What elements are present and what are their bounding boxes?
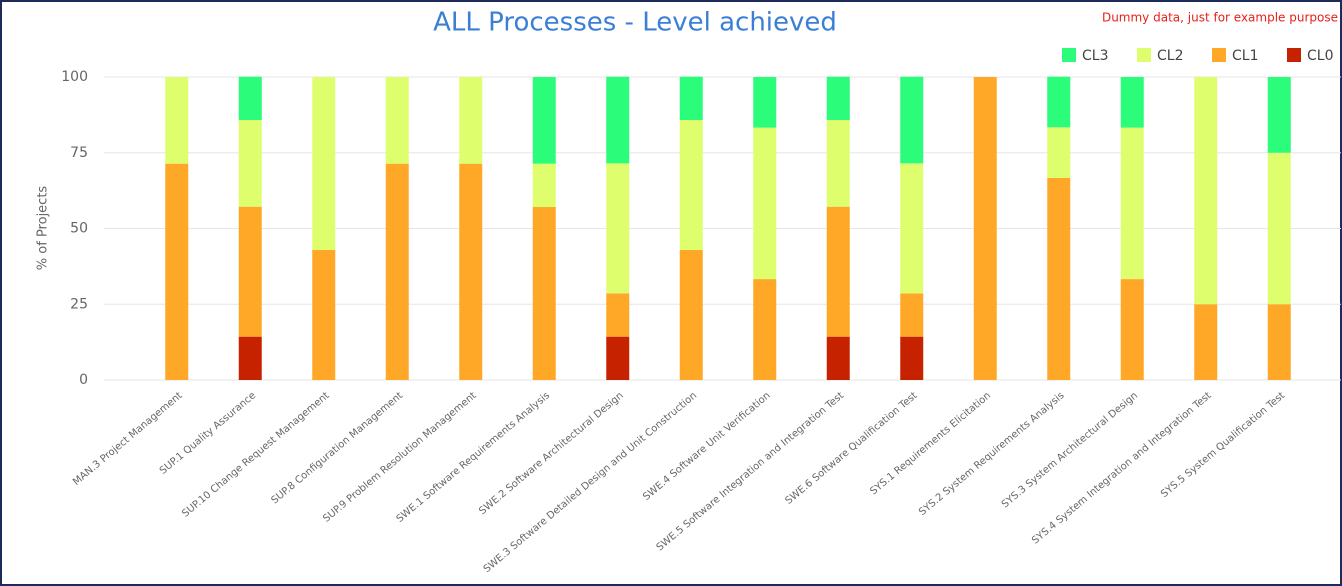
y-tick-label: 100: [61, 69, 88, 85]
bar-segment: [606, 336, 630, 380]
legend-label: CL0: [1307, 48, 1333, 64]
bar-segment: [606, 76, 630, 164]
y-tick-label: 50: [70, 221, 88, 237]
bar-segment: [312, 77, 336, 251]
bar-segment: [679, 250, 703, 380]
bar-segment: [679, 120, 703, 251]
bar-segment: [753, 127, 777, 280]
bar-segment: [1194, 77, 1218, 305]
bar-segment: [606, 293, 630, 337]
bar-segment: [238, 336, 262, 380]
bar-segment: [826, 206, 850, 337]
bar-segment: [1267, 77, 1291, 153]
bar-segment: [900, 163, 924, 294]
bar-segment: [900, 293, 924, 337]
bar-segment: [1267, 304, 1291, 380]
bar-segment: [459, 163, 483, 380]
bar-segment: [1120, 279, 1144, 380]
legend-swatch: [1062, 48, 1076, 62]
bar-segment: [459, 77, 483, 164]
bar-segment: [238, 76, 262, 121]
bar-segment: [1194, 304, 1218, 380]
bar-segment: [679, 76, 703, 121]
bar-segment: [826, 76, 850, 121]
bar-segment: [753, 77, 777, 128]
bar-segment: [900, 336, 924, 380]
chart-title: ALL Processes - Level achieved: [433, 8, 837, 38]
bar-segment: [385, 163, 409, 380]
bar-segment: [973, 77, 997, 380]
legend-swatch: [1287, 48, 1301, 62]
bar-segment: [385, 77, 409, 164]
bar-segment: [312, 250, 336, 380]
legend-swatch: [1137, 48, 1151, 62]
bar-segment: [826, 336, 850, 380]
bar-segment: [532, 163, 556, 207]
bar-segment: [1047, 127, 1071, 178]
bar-segment: [1120, 127, 1144, 280]
bar-segment: [532, 77, 556, 164]
y-tick-label: 25: [70, 296, 88, 312]
bar-segment: [165, 77, 189, 164]
annotation: Dummy data, just for example purpose: [1102, 11, 1338, 25]
bar-segment: [238, 206, 262, 337]
legend-label: CL1: [1232, 48, 1258, 64]
legend-swatch: [1212, 48, 1226, 62]
bar-segment: [900, 76, 924, 164]
bar-segment: [238, 120, 262, 207]
bar-segment: [1120, 77, 1144, 128]
legend-label: CL3: [1082, 48, 1108, 64]
bar-segment: [165, 163, 189, 380]
bar-segment: [753, 279, 777, 380]
y-tick-label: 75: [70, 145, 88, 161]
y-tick-label: 0: [79, 372, 88, 388]
bar-segment: [1047, 76, 1071, 128]
legend-label: CL2: [1157, 48, 1183, 64]
bar-segment: [826, 120, 850, 207]
bar-segment: [1047, 177, 1071, 380]
bar-segment: [606, 163, 630, 294]
bar-segment: [532, 206, 556, 380]
y-axis-label: % of Projects: [36, 186, 51, 271]
bar-segment: [1267, 152, 1291, 305]
